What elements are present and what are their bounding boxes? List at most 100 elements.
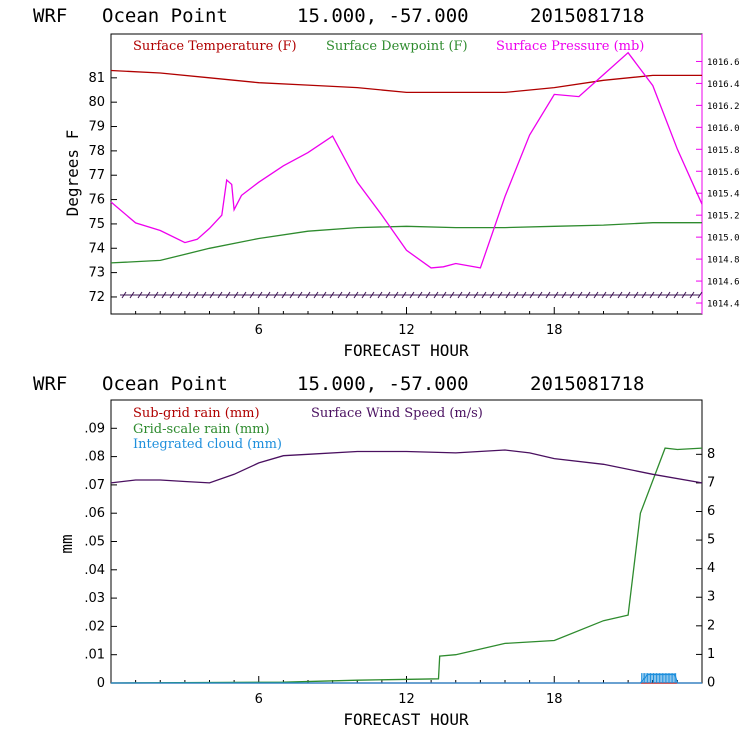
wind-barb <box>601 291 607 299</box>
wind-barb <box>345 291 351 299</box>
top-y-tick-label: 77 <box>88 168 105 183</box>
top-y-tick-label: 78 <box>88 144 105 159</box>
wind-barb <box>537 291 543 299</box>
top-x-axis-label: FORECAST HOUR <box>343 341 469 360</box>
wind-barb <box>241 291 247 299</box>
wind-barb <box>657 291 663 299</box>
wind-barb <box>681 291 687 299</box>
wind-barb <box>505 291 511 299</box>
wind-barb <box>321 291 327 299</box>
top-y-axis-label: Degrees F <box>63 130 82 217</box>
wind-barb <box>145 291 151 299</box>
wind-barb <box>569 291 575 299</box>
bottom-y-tick-label: .03 <box>84 591 105 606</box>
wind-barb <box>521 291 527 299</box>
top-y2-tick-label: 1015.0 <box>707 234 740 244</box>
wind-barb <box>441 291 447 299</box>
wind-barb <box>545 291 551 299</box>
wind-barb <box>281 291 287 299</box>
wind-barb <box>177 291 183 299</box>
wind-barb <box>585 291 591 299</box>
legend-surface-wind-speed: Surface Wind Speed (m/s) <box>311 406 483 421</box>
wind-barb <box>265 291 271 299</box>
top-x-tick-label: 6 <box>255 323 263 338</box>
top-y-tick-label: 79 <box>88 120 105 135</box>
bottom-y-tick-label: .01 <box>84 648 105 663</box>
wind-barb <box>553 291 559 299</box>
bottom-y2-tick-label: 7 <box>707 475 715 490</box>
wind-barb <box>289 291 295 299</box>
bottom-y-tick-label: .04 <box>84 563 105 578</box>
wind-barb <box>633 291 639 299</box>
wind-barb <box>457 291 463 299</box>
wind-barb <box>665 291 671 299</box>
top-header-init: 2015081718 <box>530 5 644 27</box>
wind-barb <box>497 291 503 299</box>
top-y2-tick-label: 1014.4 <box>707 300 740 310</box>
series-line-surface-temperature-f <box>110 69 702 94</box>
wind-barb <box>513 291 519 299</box>
wind-barb <box>489 291 495 299</box>
wind-barb <box>409 291 415 299</box>
legend-integrated-cloud: Integrated cloud (mm) <box>133 437 282 452</box>
series-line-surface-wind-speed-m-s <box>110 449 703 484</box>
wind-barb <box>473 291 479 299</box>
wind-barb <box>561 291 567 299</box>
wind-barb <box>625 291 631 299</box>
bottom-y-ticks: 0 .01 .02 .03 .04 .05 .06 .07 .08 .09 <box>84 421 117 691</box>
top-y-tick-label: 76 <box>88 193 105 208</box>
wind-barb <box>425 291 431 299</box>
wind-barb <box>369 291 375 299</box>
bottom-y2-tick-label: 1 <box>707 647 715 662</box>
bottom-y2-tick-label: 3 <box>707 590 715 605</box>
wind-barb <box>593 291 599 299</box>
top-panel: WRF Ocean Point 15.000, -57.000 20150817… <box>33 5 740 360</box>
top-y2-tick-label: 1015.6 <box>707 168 740 178</box>
series-line-surface-dewpoint-f <box>110 222 702 264</box>
wind-barb <box>273 291 279 299</box>
wind-barb <box>649 291 655 299</box>
bottom-header-coords: 15.000, -57.000 <box>297 373 469 395</box>
bottom-y-tick-label: .07 <box>84 478 105 493</box>
top-header-model: WRF <box>33 5 67 27</box>
top-header-location: Ocean Point <box>102 5 228 27</box>
top-y-tick-label: 75 <box>88 217 105 232</box>
top-y-tick-label: 72 <box>88 290 105 305</box>
bottom-y-tick-label: .09 <box>84 421 105 436</box>
top-y-ticks: 72 73 74 75 76 77 78 79 80 81 <box>88 71 117 305</box>
top-y-tick-label: 74 <box>88 241 105 256</box>
wind-barb <box>249 291 255 299</box>
top-series <box>110 51 703 299</box>
wind-barb <box>225 291 231 299</box>
bottom-y-tick-label: 0 <box>97 676 105 691</box>
wind-barb <box>449 291 455 299</box>
bottom-y2-tick-label: 6 <box>707 504 715 519</box>
wind-barb <box>481 291 487 299</box>
wind-barb <box>617 291 623 299</box>
bottom-y2-tick-label: 4 <box>707 561 715 576</box>
legend-surface-temperature: Surface Temperature (F) <box>133 39 297 54</box>
wind-barb <box>385 291 391 299</box>
wind-barb <box>329 291 335 299</box>
wind-barb <box>465 291 471 299</box>
top-x-tick-label: 18 <box>546 323 563 338</box>
wind-barb <box>137 291 143 299</box>
bottom-header-model: WRF <box>33 373 67 395</box>
top-header-coords: 15.000, -57.000 <box>297 5 469 27</box>
top-plot-frame <box>110 33 703 315</box>
wind-barb <box>689 291 695 299</box>
bottom-x-ticks: 6 12 18 <box>135 676 678 707</box>
top-y2-ticks: 1014.4 1014.6 1014.8 1015.0 1015.2 1015.4 1015… <box>696 58 740 310</box>
wind-barb <box>401 291 407 299</box>
top-x-ticks: 6 12 18 <box>135 307 678 338</box>
bottom-x-axis-label: FORECAST HOUR <box>343 710 469 729</box>
bottom-x-tick-label: 12 <box>398 692 415 707</box>
wind-barb <box>529 291 535 299</box>
bottom-y2-tick-label: 0 <box>707 676 715 691</box>
top-y2-tick-label: 1016.2 <box>707 102 740 112</box>
bottom-y-tick-label: .05 <box>84 535 105 550</box>
series-line-surface-pressure-mb <box>110 51 703 269</box>
wind-barb <box>121 291 127 299</box>
wind-barb <box>193 291 199 299</box>
wind-barb <box>609 291 615 299</box>
